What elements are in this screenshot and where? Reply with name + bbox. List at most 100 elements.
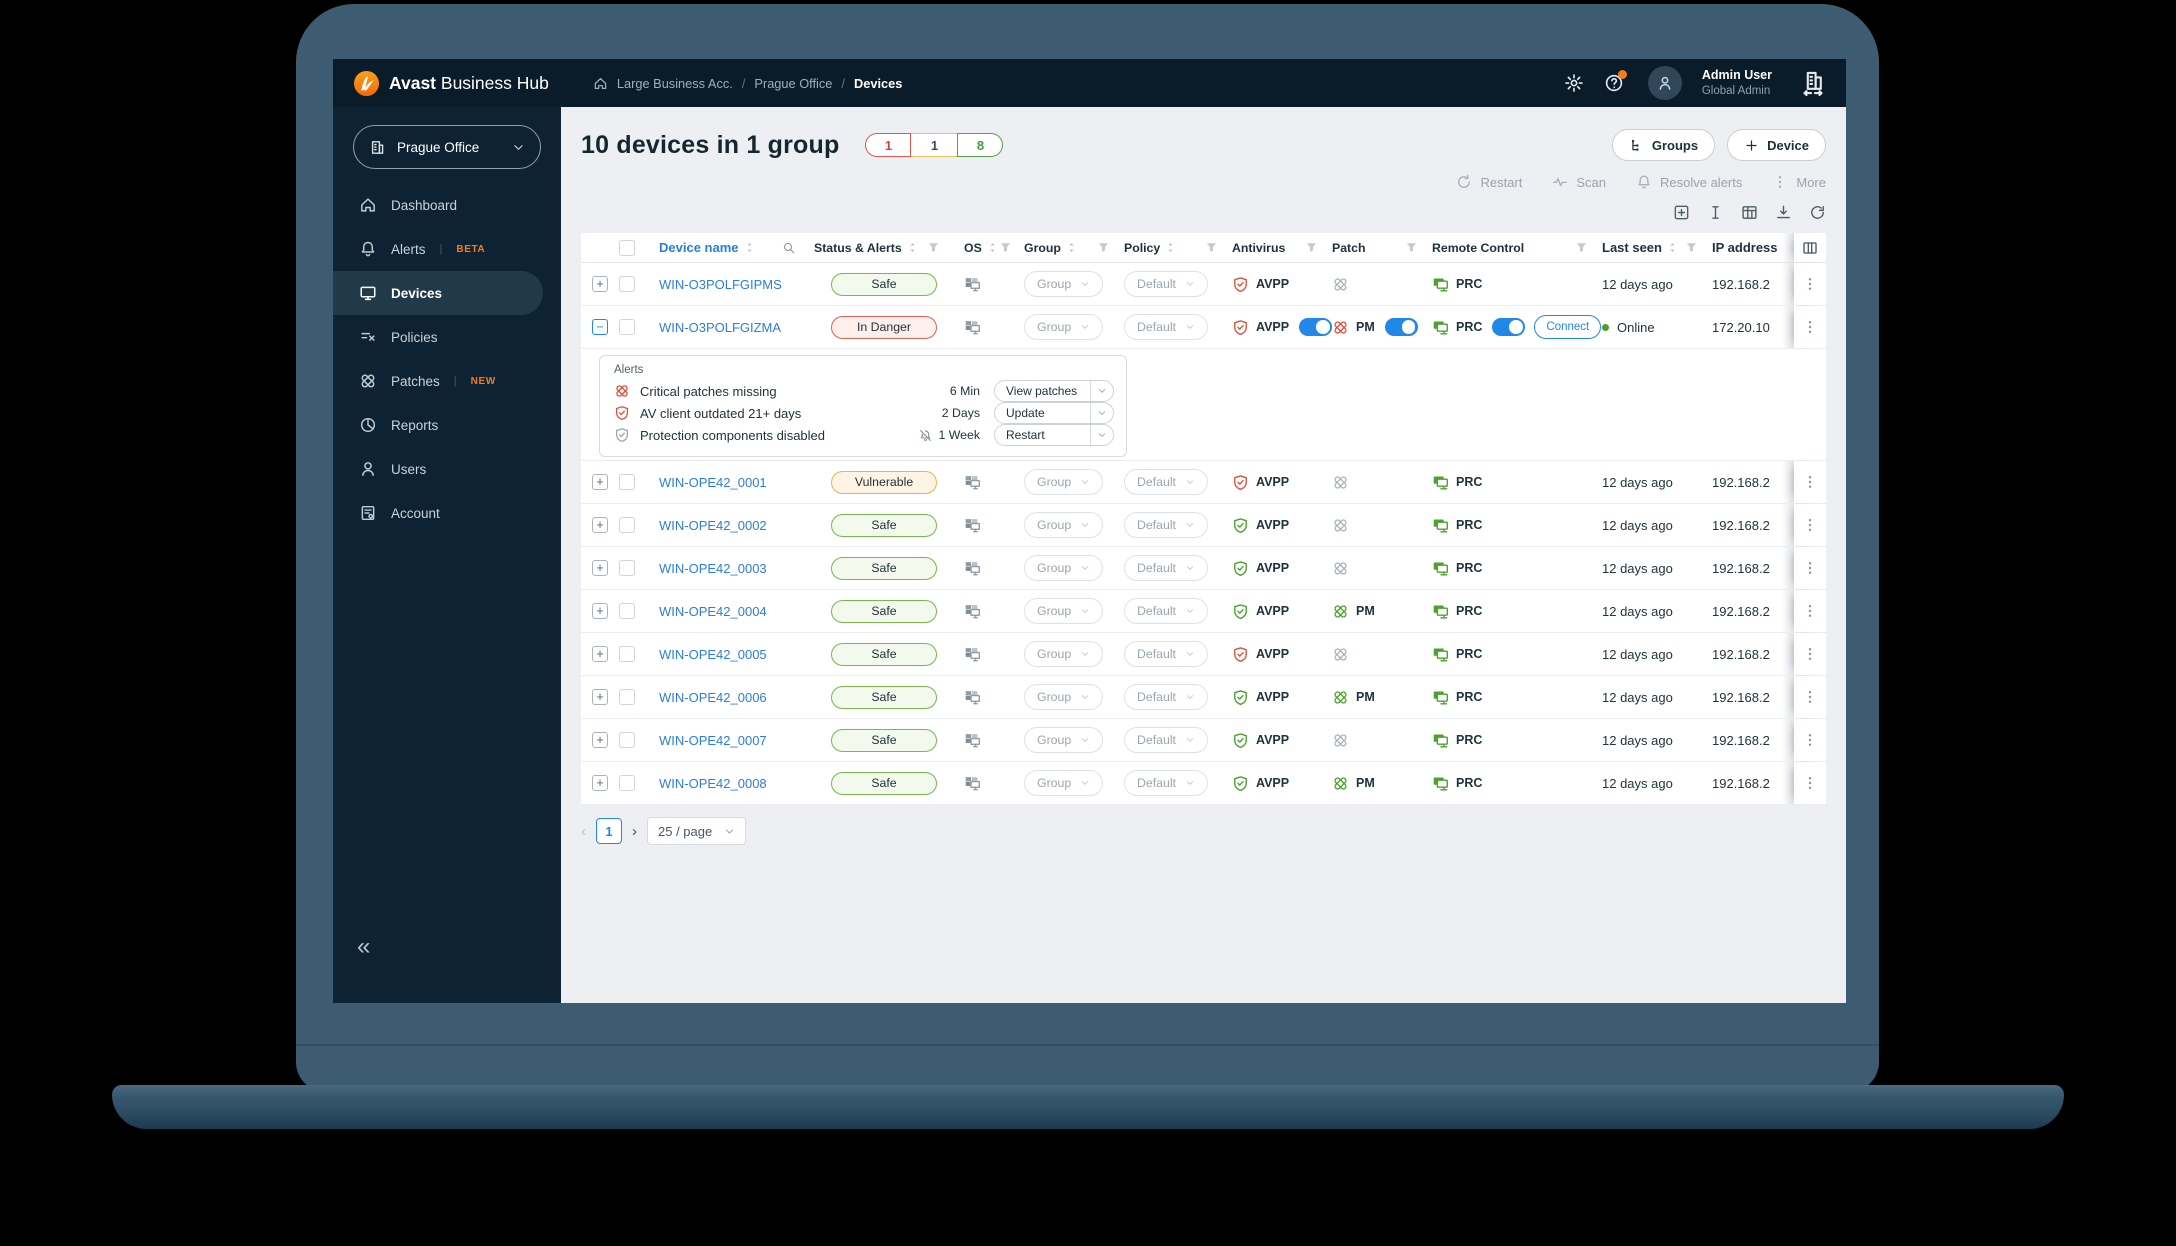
device-name-link[interactable]: WIN-OPE42_0005 <box>659 646 767 662</box>
chevron-down-icon[interactable] <box>1090 381 1113 401</box>
breadcrumb-item-prague-office[interactable]: Prague Office <box>754 75 833 91</box>
row-checkbox[interactable] <box>619 560 635 576</box>
group-selector[interactable]: Prague Office <box>353 125 541 169</box>
group-dropdown[interactable]: Group <box>1024 512 1104 538</box>
toolbar-resolve-alerts-button[interactable]: Resolve alerts <box>1636 174 1742 190</box>
row-checkbox[interactable] <box>619 646 635 662</box>
row-checkbox[interactable] <box>619 689 635 705</box>
toolbar-restart-button[interactable]: Restart <box>1456 174 1522 190</box>
row-expander[interactable]: + <box>592 560 608 576</box>
chevron-down-icon[interactable] <box>1090 403 1113 423</box>
sort-icon[interactable] <box>906 241 919 254</box>
page-size-select[interactable]: 25 / page <box>647 817 747 845</box>
group-dropdown[interactable]: Group <box>1024 598 1104 624</box>
row-expander[interactable]: + <box>592 732 608 748</box>
row-checkbox[interactable] <box>619 775 635 791</box>
filter-icon[interactable] <box>1205 241 1218 254</box>
device-name-link[interactable]: WIN-OPE42_0001 <box>659 474 767 490</box>
kebab-menu-icon[interactable] <box>1802 517 1818 533</box>
breadcrumb-item-large-business-acc[interactable]: Large Business Acc. <box>616 75 733 91</box>
group-dropdown[interactable]: Group <box>1024 770 1104 796</box>
row-checkbox[interactable] <box>619 474 635 490</box>
page-number[interactable]: 1 <box>596 818 622 844</box>
toolbar-more-button[interactable]: More <box>1772 174 1826 190</box>
sidebar-item-patches[interactable]: Patches | NEW <box>333 359 561 403</box>
remote-toggle[interactable] <box>1492 318 1526 336</box>
policy-dropdown[interactable]: Default <box>1124 727 1208 753</box>
chevron-down-icon[interactable] <box>1090 425 1113 445</box>
col-header-remote-control[interactable]: Remote Control <box>1432 233 1602 262</box>
col-header-policy[interactable]: Policy <box>1124 233 1232 262</box>
row-checkbox[interactable] <box>619 603 635 619</box>
prev-page-button[interactable]: ‹ <box>581 822 586 840</box>
kebab-menu-icon[interactable] <box>1802 319 1818 335</box>
connect-button[interactable]: Connect <box>1534 315 1602 339</box>
export-icon[interactable] <box>1775 204 1792 221</box>
row-checkbox[interactable] <box>619 319 635 335</box>
next-page-button[interactable]: › <box>632 822 637 840</box>
device-name-link[interactable]: WIN-OPE42_0002 <box>659 517 767 533</box>
filter-icon[interactable] <box>1575 241 1588 254</box>
row-expander[interactable]: + <box>592 646 608 662</box>
policy-dropdown[interactable]: Default <box>1124 469 1208 495</box>
policy-dropdown[interactable]: Default <box>1124 271 1208 297</box>
breadcrumb-item-devices[interactable]: Devices <box>853 75 903 91</box>
row-expander[interactable]: + <box>592 689 608 705</box>
select-all-checkbox[interactable] <box>619 239 635 256</box>
kebab-menu-icon[interactable] <box>1802 646 1818 662</box>
row-expander[interactable]: + <box>592 474 608 490</box>
device-name-link[interactable]: WIN-OPE42_0008 <box>659 775 767 791</box>
filter-icon[interactable] <box>1305 241 1318 254</box>
sidebar-item-dashboard[interactable]: Dashboard <box>333 183 561 227</box>
sort-icon[interactable] <box>1065 241 1078 254</box>
device-name-link[interactable]: WIN-OPE42_0007 <box>659 732 767 748</box>
alert-action-update[interactable]: Update <box>994 402 1114 424</box>
sort-icon[interactable] <box>743 241 756 254</box>
filter-icon[interactable] <box>999 241 1012 254</box>
text-cursor-icon[interactable] <box>1707 204 1724 221</box>
alert-action-restart[interactable]: Restart <box>994 424 1114 446</box>
table-grid-icon[interactable] <box>1741 204 1758 221</box>
kebab-menu-icon[interactable] <box>1802 689 1818 705</box>
policy-dropdown[interactable]: Default <box>1124 641 1208 667</box>
group-dropdown[interactable]: Group <box>1024 314 1104 340</box>
row-expander[interactable]: + <box>592 603 608 619</box>
kebab-menu-icon[interactable] <box>1802 775 1818 791</box>
columns-icon[interactable] <box>1802 240 1818 256</box>
search-icon[interactable] <box>782 241 796 255</box>
org-switcher-icon[interactable] <box>1800 70 1826 96</box>
col-header-patch[interactable]: Patch <box>1332 233 1432 262</box>
row-expander[interactable]: + <box>592 775 608 791</box>
policy-dropdown[interactable]: Default <box>1124 770 1208 796</box>
sidebar-item-users[interactable]: Users <box>333 447 561 491</box>
policy-dropdown[interactable]: Default <box>1124 598 1208 624</box>
settings-gear-icon[interactable] <box>1564 73 1584 93</box>
group-dropdown[interactable]: Group <box>1024 684 1104 710</box>
sidebar-item-policies[interactable]: Policies <box>333 315 561 359</box>
insert-row-icon[interactable] <box>1673 204 1690 221</box>
kebab-menu-icon[interactable] <box>1802 560 1818 576</box>
add-device-button[interactable]: Device <box>1727 129 1826 161</box>
row-checkbox[interactable] <box>619 276 635 292</box>
sidebar-item-devices[interactable]: Devices <box>333 271 543 315</box>
group-dropdown[interactable]: Group <box>1024 555 1104 581</box>
kebab-menu-icon[interactable] <box>1802 603 1818 619</box>
policy-dropdown[interactable]: Default <box>1124 555 1208 581</box>
filter-icon[interactable] <box>927 241 940 254</box>
device-name-link[interactable]: WIN-OPE42_0006 <box>659 689 767 705</box>
sort-icon[interactable] <box>1666 241 1679 254</box>
group-dropdown[interactable]: Group <box>1024 727 1104 753</box>
antivirus-toggle[interactable] <box>1299 318 1333 336</box>
col-header-antivirus[interactable]: Antivirus <box>1232 233 1332 262</box>
kebab-menu-icon[interactable] <box>1802 276 1818 292</box>
policy-dropdown[interactable]: Default <box>1124 314 1208 340</box>
device-name-link[interactable]: WIN-O3POLFGIZMA <box>659 319 782 335</box>
device-name-link[interactable]: WIN-OPE42_0003 <box>659 560 767 576</box>
help-icon[interactable] <box>1604 70 1627 93</box>
kebab-menu-icon[interactable] <box>1802 474 1818 490</box>
col-header-last-seen[interactable]: Last seen <box>1602 233 1712 262</box>
kebab-menu-icon[interactable] <box>1802 732 1818 748</box>
device-name-link[interactable]: WIN-OPE42_0004 <box>659 603 767 619</box>
col-header-ip-address[interactable]: IP address <box>1712 233 1794 262</box>
sidebar-collapse-button[interactable]: « <box>357 933 371 960</box>
